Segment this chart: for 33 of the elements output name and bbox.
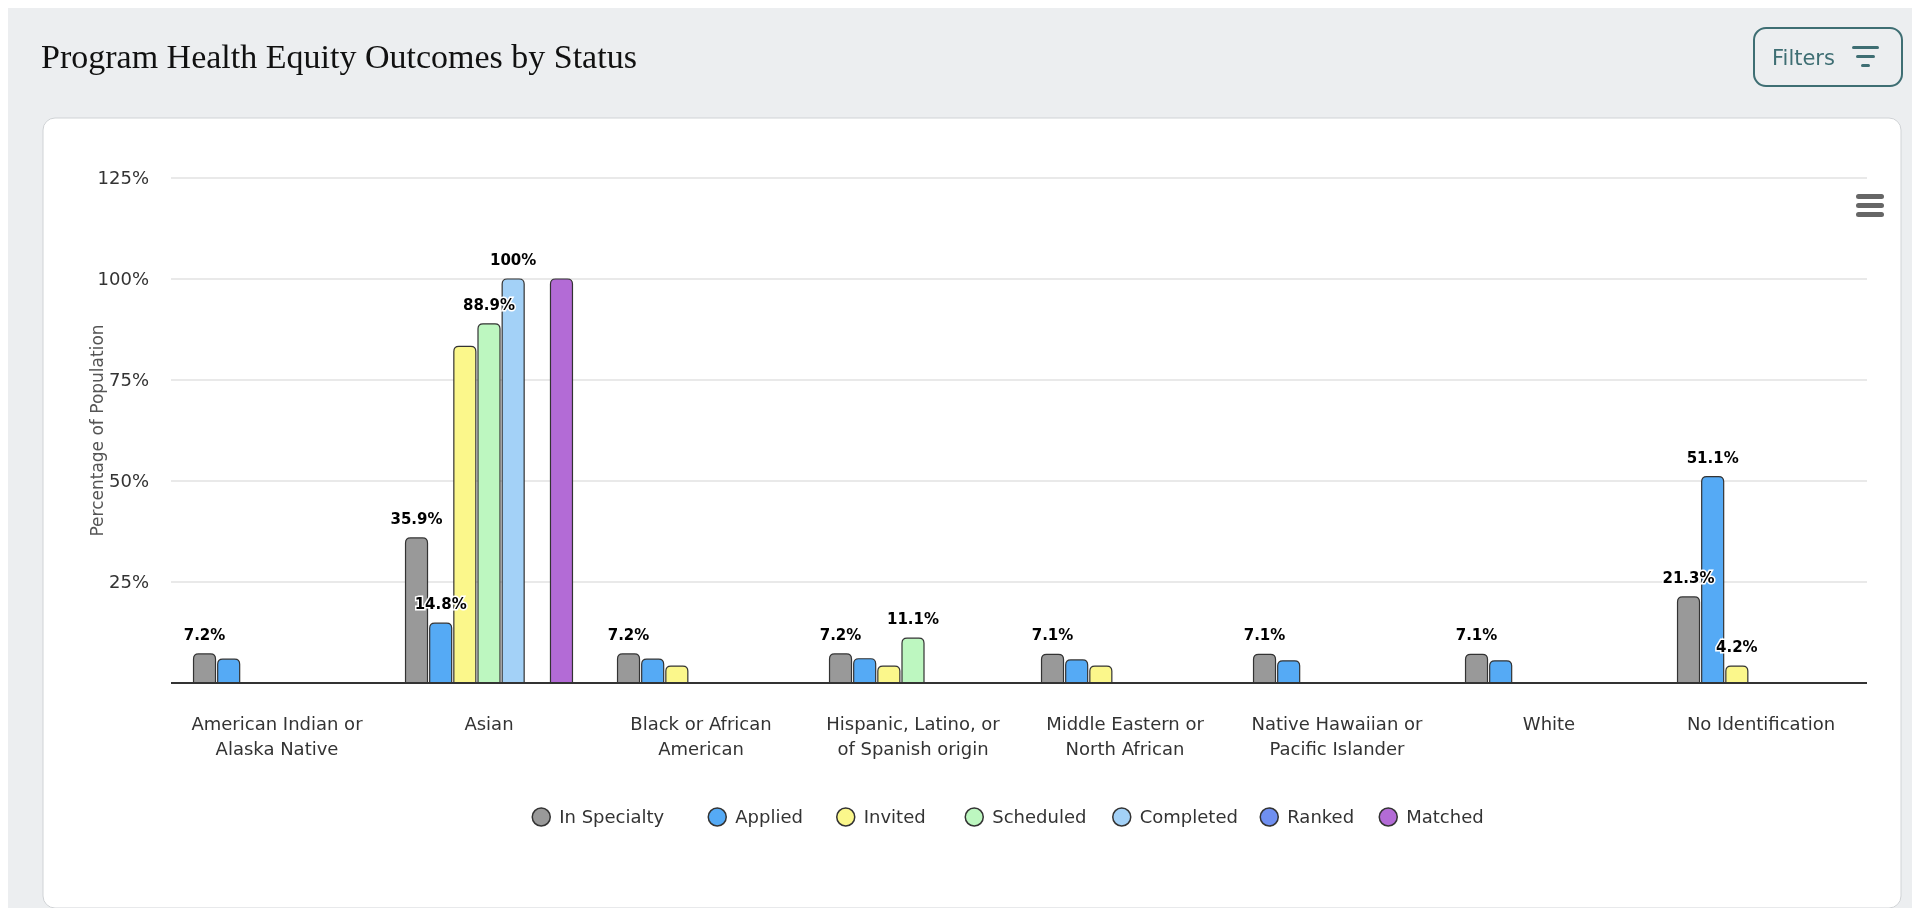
data-label: 7.2% [819,625,862,644]
legend-label: In Specialty [559,806,665,827]
x-tick-label: No Identification [1686,713,1836,734]
x-tick-label: Hispanic, Latino, or of Spanish origin [826,713,1001,759]
legend-label: Scheduled [992,806,1087,827]
data-label: 35.9% [390,509,443,528]
chart-title: Program Health Equity Outcomes by Status [41,38,637,75]
x-tick-label: American Indian or Alaska Native [191,713,364,759]
legend-label: Ranked [1287,806,1355,827]
x-tick-label: Middle Eastern or North African [1046,713,1205,759]
y-tick-label: 125% [97,167,149,188]
y-tick-label: 25% [108,571,149,592]
y-tick-label: 75% [108,369,149,390]
data-label: 7.1% [1455,626,1498,645]
data-label: 7.1% [1243,626,1286,645]
y-tick-label: 100% [97,268,149,289]
legend-label: Completed [1139,806,1238,827]
data-label: 7.2% [607,625,650,644]
data-label: 51.1% [1686,448,1739,467]
data-label: 7.2% [183,625,226,644]
x-tick-label: Black or African American [630,713,772,759]
data-label: 100% [489,251,537,269]
x-tick-label: Native Hawaiian or Pacific Islander [1251,713,1424,759]
x-tick-label: Asian [464,713,514,734]
legend-label: Matched [1406,806,1484,827]
text: Filters [1772,46,1835,70]
x-tick-label: White [1522,713,1576,734]
legend-label: Applied [735,806,803,827]
data-label: 7.1% [1031,626,1074,645]
y-tick-label: 50% [108,470,149,491]
legend-label: Invited [863,806,926,827]
data-label: 11.1% [886,610,940,629]
y-axis-title: Percentage of Population [87,324,107,537]
